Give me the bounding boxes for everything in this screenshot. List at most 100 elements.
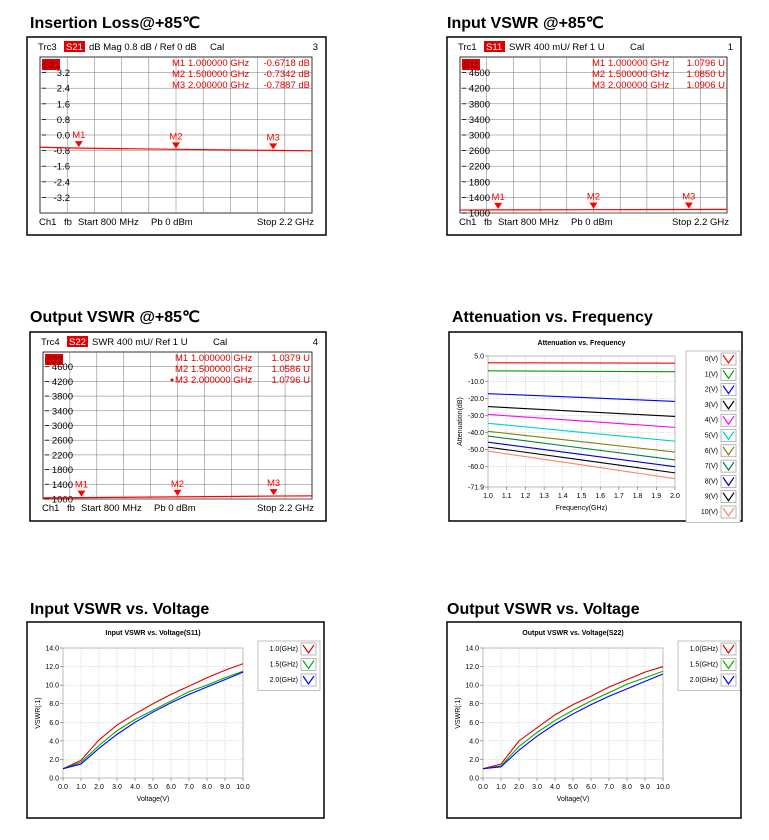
y-tick-label: 1800 bbox=[52, 465, 73, 476]
channel-no: 3 bbox=[313, 42, 318, 53]
y-tick-label: 14.0 bbox=[465, 646, 479, 653]
y-tick-label: 4.0 bbox=[469, 738, 479, 745]
legend-label: 3(V) bbox=[705, 402, 718, 409]
section-heading: Output VSWR @+85℃ bbox=[30, 309, 200, 326]
y-tick-label: 0.0 bbox=[49, 776, 59, 783]
x-tick-label: 6.0 bbox=[586, 784, 596, 791]
x-tick-label: 3.0 bbox=[112, 784, 122, 791]
footer-text: Start 800 MHz bbox=[498, 217, 559, 228]
x-tick-label: 3.0 bbox=[532, 784, 542, 791]
y-tick-label: -60.0 bbox=[468, 464, 484, 471]
y-tick-label: 2200 bbox=[52, 450, 73, 461]
marker-value: -0.7887 dB bbox=[264, 80, 310, 91]
y-axis-label: VSWR(:1) bbox=[35, 697, 42, 729]
x-axis-label: Frequency(GHz) bbox=[556, 505, 608, 512]
legend-swatch bbox=[722, 400, 735, 410]
legend-icon bbox=[720, 367, 737, 381]
param-badge-plot bbox=[42, 59, 60, 70]
footer-text: Pb 0 dBm bbox=[571, 217, 613, 228]
marker-name: M2 bbox=[175, 364, 188, 375]
marker-freq: 2.000000 GHz bbox=[191, 375, 253, 386]
y-tick-label: 4600 bbox=[469, 68, 490, 79]
y-tick-label: 12.0 bbox=[465, 664, 479, 671]
cal: Cal bbox=[630, 42, 644, 53]
legend-label: 5(V) bbox=[705, 433, 718, 440]
x-tick-label: 1.3 bbox=[539, 493, 549, 500]
footer-text: Pb 0 dBm bbox=[151, 217, 193, 228]
marker-value: 1.0379 U bbox=[271, 353, 310, 364]
legend-swatch bbox=[722, 446, 735, 456]
y-axis-label: Attenuation(dB) bbox=[457, 397, 464, 446]
trace-name: Trc1 bbox=[458, 42, 477, 53]
format: dB Mag 0.8 dB / Ref 0 dB bbox=[89, 42, 197, 53]
cal: Cal bbox=[213, 337, 227, 348]
y-tick-label: 1400 bbox=[52, 480, 73, 491]
y-tick-label: 3800 bbox=[469, 99, 490, 110]
param-badge bbox=[484, 41, 505, 52]
marker-triangle bbox=[74, 141, 83, 148]
legend-swatch bbox=[722, 369, 735, 380]
trace-line bbox=[42, 495, 313, 499]
x-tick-label: 0.0 bbox=[478, 784, 488, 791]
x-tick-label: 2.0 bbox=[514, 784, 524, 791]
y-tick-label: 1000 bbox=[52, 495, 73, 506]
y-tick-label: 2.0 bbox=[469, 757, 479, 764]
y-tick-label: -40.0 bbox=[468, 430, 484, 437]
x-tick-label: 1.5 bbox=[577, 493, 587, 500]
x-tick-label: 9.0 bbox=[640, 784, 650, 791]
legend-swatch bbox=[722, 415, 735, 426]
marker-name: M2 bbox=[592, 69, 605, 80]
x-axis-label: Voltage(V) bbox=[557, 796, 590, 803]
x-tick-label: 1.9 bbox=[651, 493, 661, 500]
legend-icon bbox=[720, 673, 737, 687]
footer-text: Start 800 MHz bbox=[78, 217, 139, 228]
y-tick-label: 4200 bbox=[469, 84, 490, 95]
x-tick-label: 1.8 bbox=[633, 493, 643, 500]
y-tick-label: 1.6 bbox=[57, 99, 70, 110]
marker-name: M1 bbox=[175, 353, 188, 364]
marker-triangle bbox=[494, 202, 503, 209]
y-tick-label: 3.2 bbox=[57, 68, 70, 79]
param-name: S11 bbox=[486, 42, 502, 53]
y-tick-label: 1400 bbox=[469, 193, 490, 204]
marker-freq: 1.000000 GHz bbox=[608, 58, 670, 69]
marker-name: M2 bbox=[172, 69, 185, 80]
marker-freq: 2.000000 GHz bbox=[608, 80, 670, 91]
y-tick-label: 10.0 bbox=[465, 683, 479, 690]
series-line bbox=[487, 430, 676, 453]
series-line bbox=[487, 393, 676, 403]
y-tick-label: 3400 bbox=[52, 406, 73, 417]
legend-swatch bbox=[722, 431, 735, 441]
marker-label: M3 bbox=[267, 478, 280, 489]
legend-icon bbox=[720, 444, 737, 458]
legend-swatch bbox=[722, 644, 735, 655]
legend-label: 10(V) bbox=[701, 509, 718, 516]
marker-value: 1.0906 U bbox=[686, 80, 725, 91]
x-tick-label: 1.6 bbox=[595, 493, 605, 500]
x-tick-label: 5.0 bbox=[568, 784, 578, 791]
trace-line bbox=[459, 208, 728, 211]
footer-text: Stop 2.2 GHz bbox=[672, 217, 729, 228]
y-tick-label: 3400 bbox=[469, 115, 490, 126]
trace-line bbox=[39, 146, 313, 152]
x-tick-label: 7.0 bbox=[184, 784, 194, 791]
marker-freq: 2.000000 GHz bbox=[188, 80, 250, 91]
y-tick-label: 1000 bbox=[469, 209, 490, 220]
section-heading: Output VSWR vs. Voltage bbox=[447, 601, 640, 618]
x-axis-label: Voltage(V) bbox=[137, 796, 170, 803]
footer-text: Pb 0 dBm bbox=[154, 503, 196, 514]
legend-swatch bbox=[302, 675, 315, 686]
x-tick-label: 1.1 bbox=[502, 493, 512, 500]
y-tick-label: 2200 bbox=[469, 162, 490, 173]
marker-name: M1 bbox=[172, 58, 185, 69]
section-heading: Insertion Loss@+85℃ bbox=[30, 15, 200, 32]
x-tick-label: 1.7 bbox=[614, 493, 624, 500]
x-tick-label: 4.0 bbox=[550, 784, 560, 791]
section-heading: Input VSWR @+85℃ bbox=[447, 15, 604, 32]
legend-label: 7(V) bbox=[705, 463, 718, 470]
legend-swatch bbox=[722, 477, 735, 487]
y-axis-label: VSWR(:1) bbox=[455, 697, 462, 729]
legend-swatch bbox=[722, 507, 735, 518]
marker-triangle bbox=[173, 489, 182, 496]
legend-label: 8(V) bbox=[705, 478, 718, 485]
